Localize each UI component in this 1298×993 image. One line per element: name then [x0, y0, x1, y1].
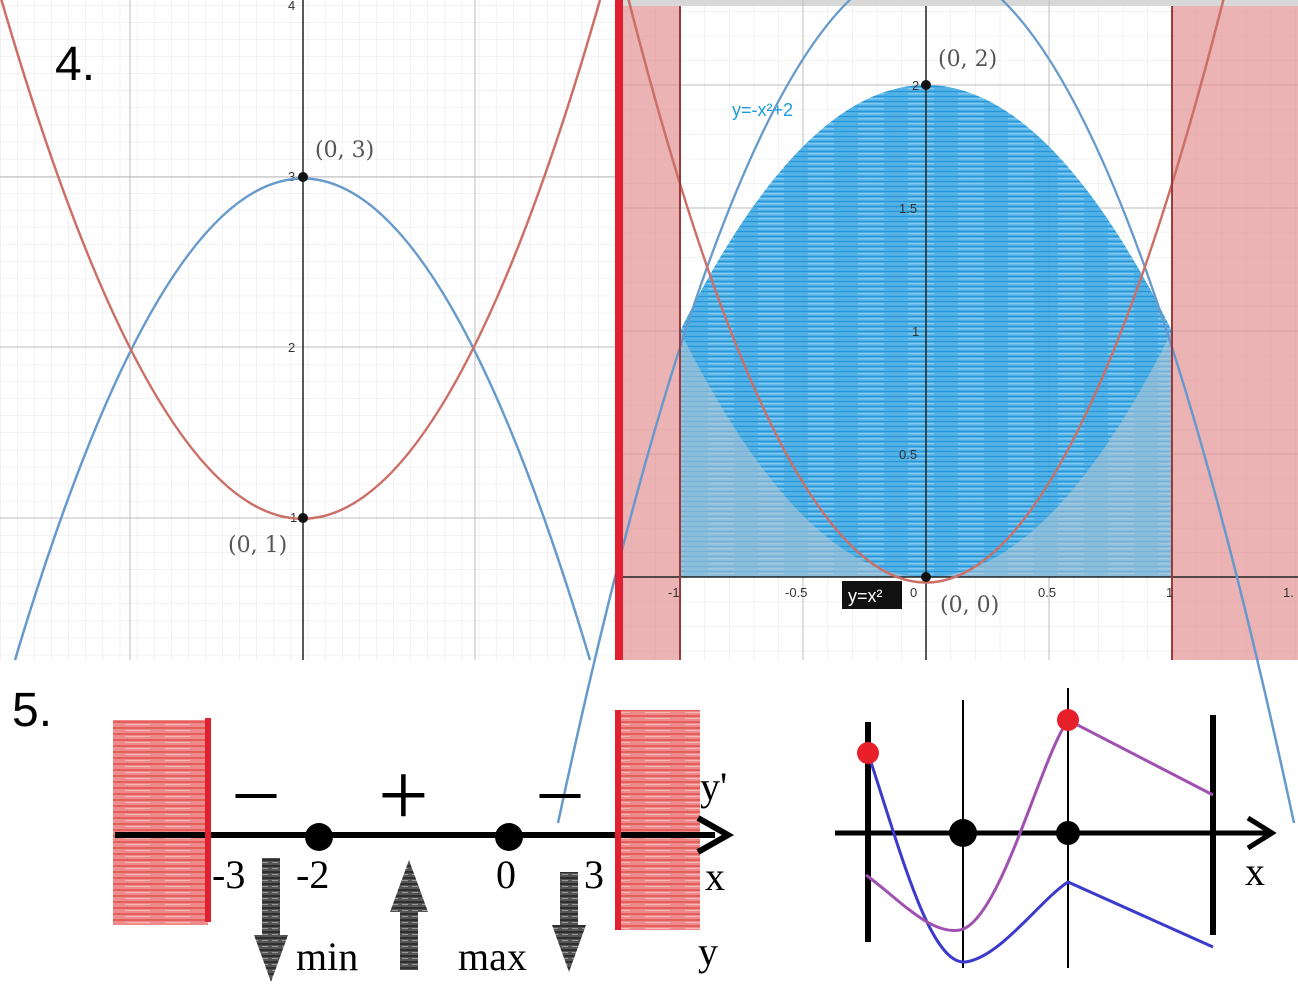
sketch-curve-purple [865, 718, 1214, 932]
left-point-max [298, 172, 308, 182]
sign-label-0: 0 [496, 852, 516, 897]
sign-label-y: y [698, 929, 718, 974]
sketch-point-0 [1056, 821, 1080, 845]
left-graph: 4 3 2 1 (0, 3) (0, 1) 4. [0, 0, 615, 661]
right-point-max [921, 80, 931, 90]
sign-axis-arrow [696, 815, 735, 855]
arrow-down-left [254, 858, 288, 982]
sign-point-neg2 [305, 823, 333, 851]
sign-minus-left: – [235, 745, 277, 833]
right-curve-lower [627, 0, 1225, 584]
left-point-min-label: (0, 1) [228, 533, 287, 558]
sketch-x-arrow [1246, 815, 1277, 851]
right-x-tick-15: 1. [1283, 585, 1294, 600]
sign-shade-left [113, 720, 208, 925]
right-top-bar [615, 0, 1298, 6]
left-point-max-label: (0, 3) [315, 138, 374, 163]
arrow-up-middle [390, 860, 428, 970]
problem-4-number: 4. [55, 38, 95, 91]
sign-label-neg3: -3 [212, 852, 245, 897]
problem-5: 5. – + – -3 -2 0 3 y' x y min max x [12, 684, 1277, 982]
right-x-tick-0: 0 [910, 585, 917, 600]
left-y-tick-3: 3 [288, 169, 295, 184]
sketch-point-neg2 [949, 819, 977, 847]
right-point-min-label: (0, 0) [940, 593, 999, 618]
sign-minus-right: – [539, 745, 581, 833]
right-fill-lower-tint [680, 331, 1172, 577]
right-shade-right [1172, 6, 1298, 660]
left-point-min [298, 513, 308, 523]
sign-label-3: 3 [584, 852, 604, 897]
sign-label-x: x [705, 854, 725, 899]
right-label-lower-bg [842, 581, 902, 609]
right-x-tick-1: 1 [1166, 585, 1173, 600]
right-x-tick-neg05: -0.5 [785, 585, 807, 600]
sketch-red-dot-top [1057, 709, 1079, 731]
right-x-tick-neg1: -1 [668, 585, 680, 600]
left-grid-minor [0, 0, 615, 660]
right-point-min [921, 572, 931, 582]
arrow-down-right [552, 872, 586, 972]
right-x-tick-05: 0.5 [1038, 585, 1056, 600]
sketch-curve-blue [866, 752, 1214, 964]
extremum-max-label: max [458, 934, 527, 979]
sign-label-neg2: -2 [296, 852, 329, 897]
right-point-max-label: (0, 2) [938, 47, 997, 72]
right-y-tick-1: 1 [912, 324, 919, 339]
right-shade-left [615, 6, 680, 660]
sign-plus: + [378, 746, 429, 845]
problem-5-number: 5. [12, 684, 52, 737]
right-curve-upper [556, 0, 1296, 824]
sign-label-yprime: y' [700, 764, 727, 809]
right-label-lower-curve: y=x² [848, 586, 883, 606]
sign-point-0 [495, 823, 523, 851]
extremum-min-label: min [296, 934, 358, 979]
sketch-label-x: x [1245, 849, 1265, 894]
right-graph: -1 -0.5 0 0.5 1 1. 2 1.5 1 0.5 (0, 2) (0… [556, 0, 1298, 824]
right-y-tick-2: 2 [912, 78, 919, 93]
sign-shade-right [615, 710, 700, 930]
right-y-tick-05: 0.5 [899, 447, 917, 462]
left-y-tick-4: 4 [288, 0, 295, 13]
right-y-tick-15: 1.5 [899, 201, 917, 216]
left-y-tick-2: 2 [288, 340, 295, 355]
sketch-red-dot-left [857, 742, 879, 764]
left-y-tick-1: 1 [290, 510, 297, 525]
right-label-upper-curve: y=-x²+2 [732, 100, 793, 120]
